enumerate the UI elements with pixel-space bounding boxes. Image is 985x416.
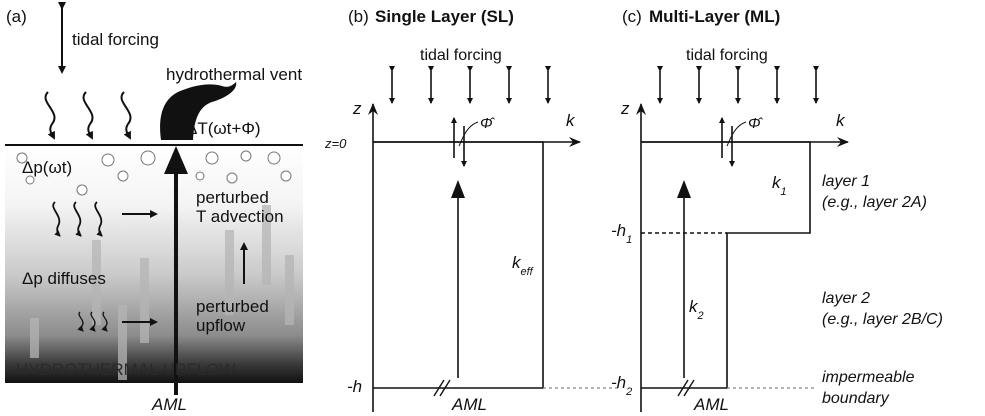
pressure-diffusion-arrows (52, 201, 103, 237)
tidal-forcing-label-b: tidal forcing (420, 47, 502, 64)
k-layered-profile (641, 141, 811, 389)
panel-c: (c) Multi-Layer (ML) tidal forcing z k Φ… (611, 7, 943, 414)
z-axis-label-b: z (352, 99, 362, 118)
k-axis-label-b: k (566, 111, 576, 130)
dp-diffuses-label: Δp diffuses (22, 269, 106, 288)
aml-label-b: AML (451, 395, 487, 414)
perturbed-t-advection-line2: T advection (196, 207, 284, 226)
aml-label-c: AML (693, 395, 729, 414)
bubbles (16, 150, 292, 196)
perturbed-upflow-line1: perturbed (196, 297, 269, 316)
permeability-bars (30, 205, 294, 380)
break-marks-b (433, 379, 451, 397)
phase-label-b: Φ̂ (480, 115, 496, 132)
subsurface-block (5, 145, 303, 383)
main-upflow-arrowhead (164, 146, 188, 174)
phase-arrows-b (451, 117, 479, 167)
perturbed-t-advection-line1: perturbed (196, 188, 269, 207)
delta-p-label: Δp(ωt) (22, 158, 72, 177)
hydrothermal-vent-plume (160, 82, 237, 140)
k-axis-label-c: k (836, 111, 846, 130)
panel-c-label: (c) (622, 7, 642, 26)
aml-label-a: AML (151, 395, 187, 414)
minus-h-label: -h (347, 377, 362, 396)
layer2-label: layer 2 (822, 290, 870, 307)
tidal-loading-arrows (44, 91, 132, 140)
panel-b-title: Single Layer (SL) (375, 7, 514, 26)
boundary-label: boundary (822, 390, 890, 407)
k2-label: k2 (689, 297, 704, 322)
k-eff-label: keff (512, 253, 534, 278)
z-axis-label-c: z (620, 99, 630, 118)
minus-h1-label: -h1 (611, 221, 632, 246)
layer1-label: layer 1 (822, 173, 870, 190)
layer2-example: (e.g., layer 2B/C) (822, 311, 943, 328)
minus-h2-label: -h2 (611, 373, 632, 398)
z0-label: z=0 (324, 136, 347, 151)
panel-b: (b) Single Layer (SL) tidal forcing z k … (324, 7, 620, 414)
tidal-forcing-label-c: tidal forcing (686, 47, 768, 64)
panel-a: (a) tidal forcing hydrothermal vent ΔT(ω… (5, 2, 303, 414)
delta-t-label: ΔT(ωt+Φ) (186, 119, 261, 138)
upflow-arrowhead-b (451, 180, 465, 198)
phase-label-c: Φ̂ (748, 115, 764, 132)
panel-a-label: (a) (6, 7, 27, 26)
upflow-arrowhead-c (677, 180, 691, 198)
impermeable-label: impermeable (822, 369, 915, 386)
tidal-arrows-c (657, 66, 819, 104)
k-eff-profile (373, 141, 544, 389)
break-marks-c (677, 379, 695, 397)
layer1-example: (e.g., layer 2A) (822, 194, 927, 211)
k1-label: k1 (772, 173, 787, 198)
pressure-diffusion-arrows-small (77, 311, 108, 332)
perturbed-upflow-line2: upflow (196, 316, 246, 335)
panel-b-label: (b) (348, 7, 369, 26)
panel-c-title: Multi-Layer (ML) (649, 7, 780, 26)
hydrothermal-upflow-label: HYDROTHERMAL UPFLOW (16, 360, 235, 379)
tidal-forcing-label-a: tidal forcing (72, 30, 159, 49)
tidal-arrows-b (389, 66, 551, 104)
hydrothermal-vent-label: hydrothermal vent (166, 65, 302, 84)
phase-arrows-c (719, 117, 747, 167)
